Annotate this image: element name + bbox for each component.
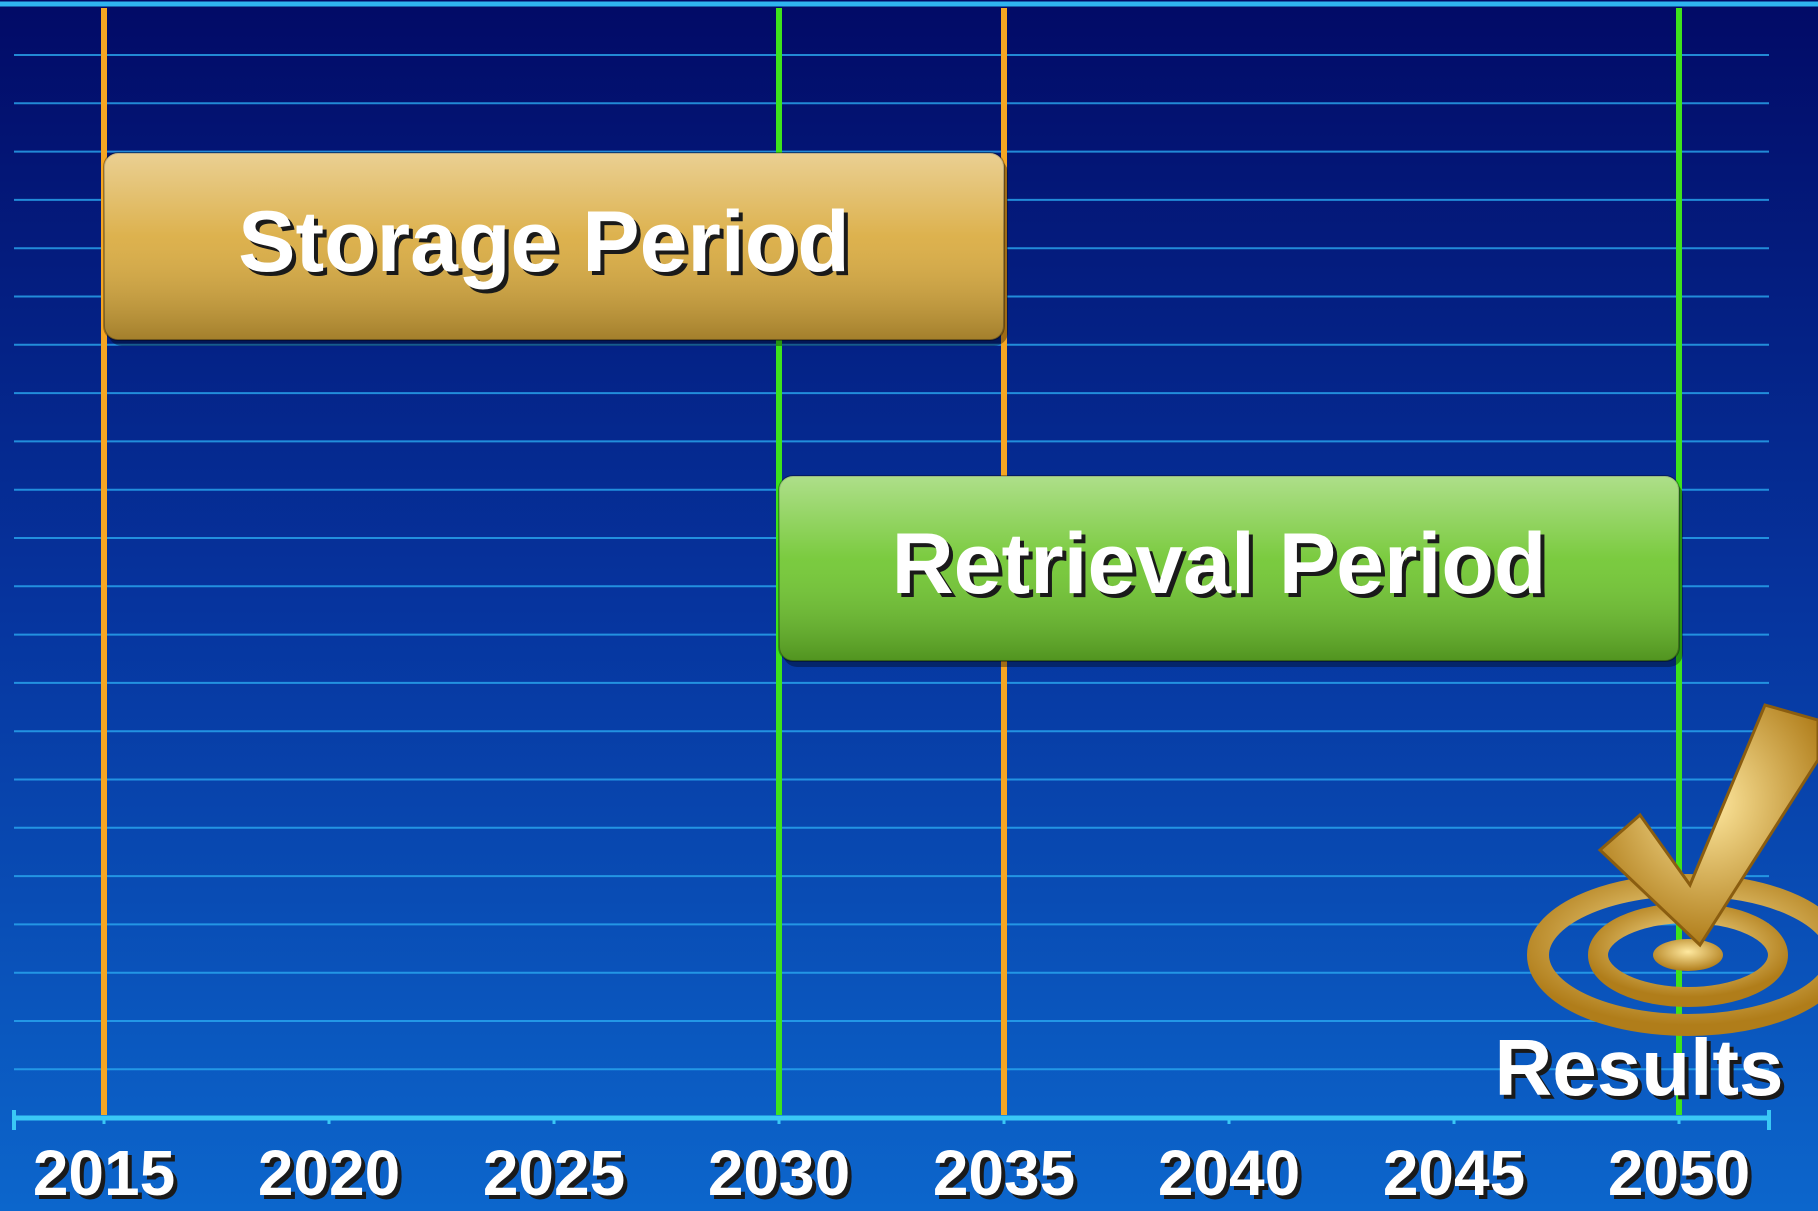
x-tick-label: 2025 — [483, 1137, 625, 1209]
x-tick-label: 2035 — [933, 1137, 1075, 1209]
x-tick-label: 2020 — [258, 1137, 400, 1209]
x-tick-label: 2030 — [708, 1137, 850, 1209]
x-tick-label: 2015 — [33, 1137, 175, 1209]
x-tick-label: 2040 — [1158, 1137, 1300, 1209]
task-label: Storage Period — [238, 194, 850, 290]
annotation: Results — [1495, 1023, 1784, 1112]
target-center — [1653, 939, 1723, 971]
x-tick-label: 2050 — [1608, 1137, 1750, 1209]
task-label: Retrieval Period — [892, 516, 1547, 612]
page: 2015 2020 2025 2030 2035 2040 2045 2050 Storage … — [0, 0, 1818, 1211]
x-tick-label: 2045 — [1383, 1137, 1525, 1209]
chart: 2015 2020 2025 2030 2035 2040 2045 2050 Storage … — [0, 0, 1818, 1211]
